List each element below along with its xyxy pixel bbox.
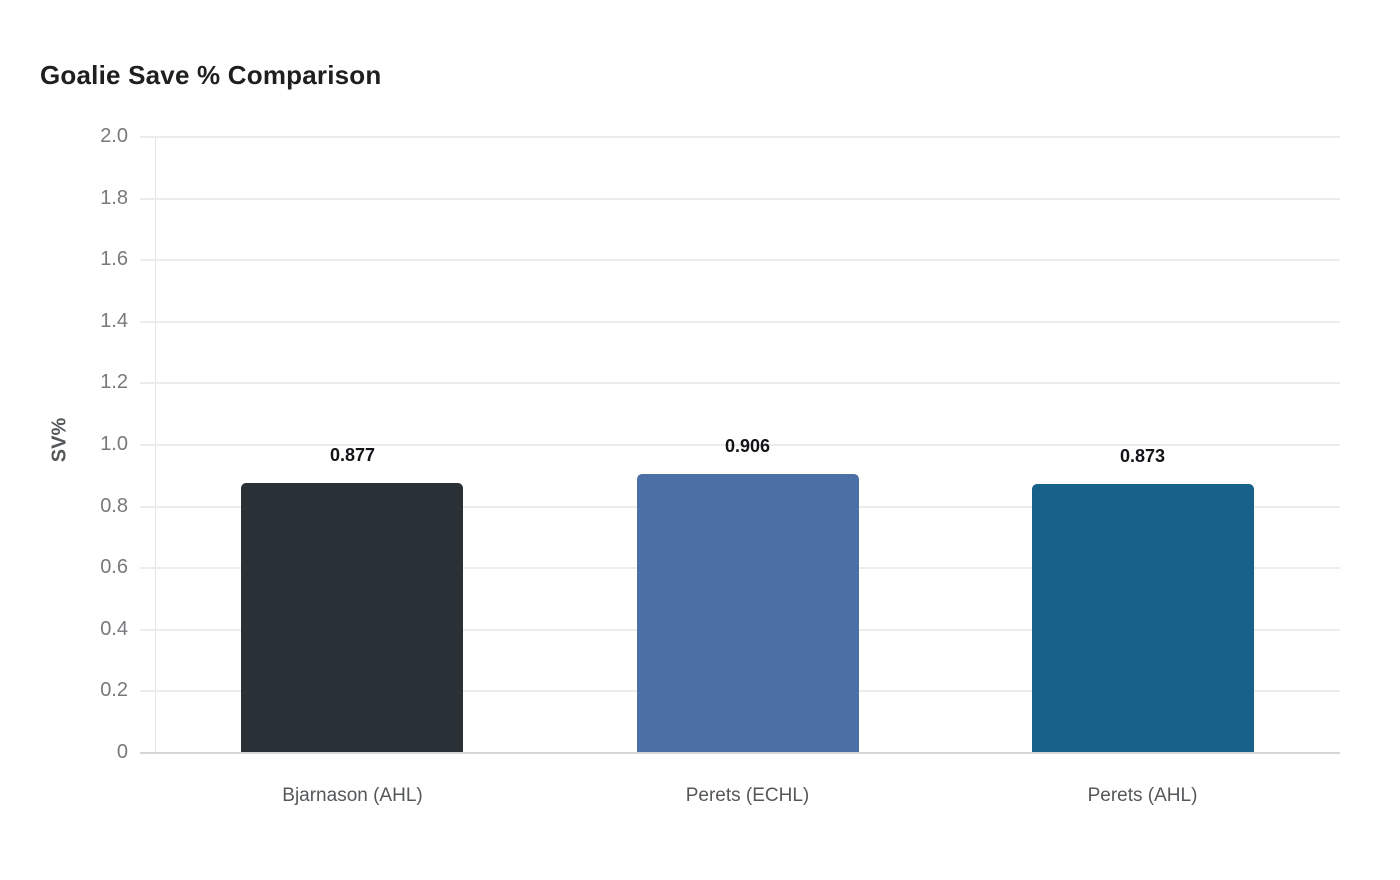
y-tick-label: 0.6	[100, 556, 128, 579]
y-tick-label: 0.4	[100, 617, 128, 640]
y-tick-label: 2.0	[100, 125, 128, 148]
bar	[636, 473, 859, 753]
bar-value-label: 0.873	[1119, 446, 1166, 467]
gridline	[140, 259, 1340, 262]
chart-title: Goalie Save % Comparison	[40, 60, 382, 90]
y-tick-label: 1.0	[100, 433, 128, 456]
y-tick-label: 0	[116, 741, 128, 764]
x-category-label: Perets (ECHL)	[685, 785, 810, 806]
gridline	[140, 197, 1340, 200]
gridline	[140, 444, 1340, 446]
gridline	[140, 136, 1340, 138]
y-tick-label: 1.8	[100, 186, 128, 209]
x-axis-baseline	[140, 752, 1340, 754]
bar-value-label: 0.877	[329, 444, 376, 465]
x-category-label: Perets (AHL)	[1087, 785, 1198, 806]
y-tick-label: 1.6	[100, 248, 128, 271]
bar	[1031, 484, 1254, 753]
y-tick-label: 0.2	[100, 679, 128, 702]
plot-area: 0 0.2 0.4 0.6 0.8 1.0 1.2 1.4 1.6 1.8 2.0 0.877 Bjar…	[100, 125, 1340, 806]
y-tick-label: 0.8	[100, 494, 128, 517]
bar-value-label: 0.906	[724, 435, 771, 456]
x-category-label: Bjarnason (AHL)	[282, 785, 423, 806]
gridline	[140, 382, 1340, 385]
y-tick-label: 1.4	[100, 309, 128, 332]
y-axis-title: SV%	[48, 417, 71, 463]
gridline	[140, 320, 1340, 323]
y-tick-label: 1.2	[100, 371, 128, 394]
bar	[241, 482, 464, 753]
